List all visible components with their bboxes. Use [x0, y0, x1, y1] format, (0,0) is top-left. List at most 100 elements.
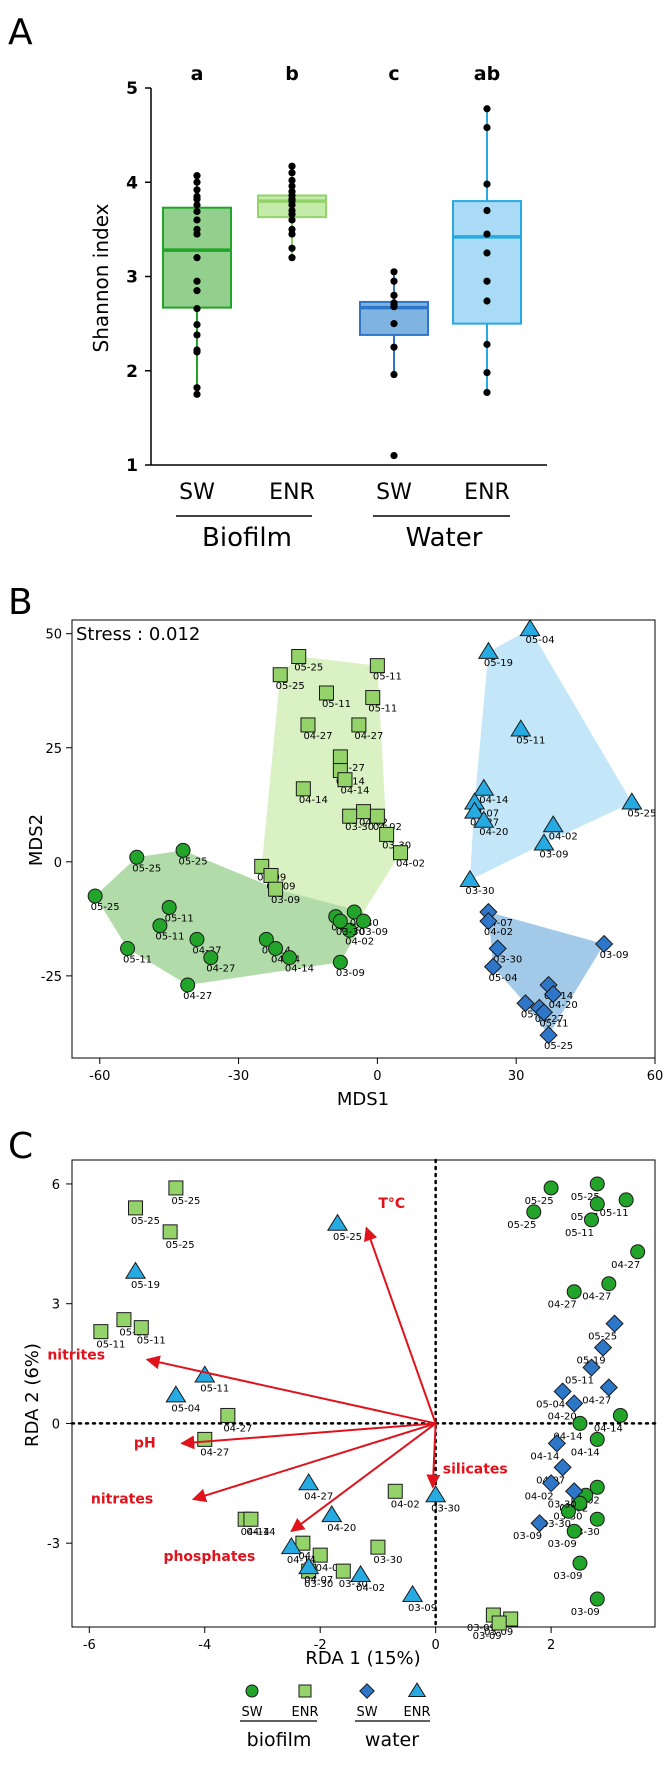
point-square [263, 868, 279, 883]
legend-item-label: SW [356, 1705, 377, 1720]
point-circle [584, 1212, 600, 1228]
boxplot-x-label: ENR [269, 480, 315, 505]
point-triangle [407, 1682, 427, 1698]
rda-x-tick-label: 0 [432, 1638, 440, 1653]
point-label: 04-27 [582, 1396, 611, 1407]
point-circle [87, 888, 103, 904]
legend-group-water: water [365, 1729, 419, 1751]
boxplot-y-tick-label: 2 [126, 362, 138, 382]
point-label: 05-25 [588, 1332, 617, 1343]
boxplot-x-labels: SW ENR SW ENR [179, 480, 510, 505]
boxplot-y-tick-label: 5 [126, 79, 138, 99]
boxplot-point [193, 331, 201, 339]
boxplot-point [483, 105, 491, 113]
point-circle [589, 1176, 605, 1192]
boxplot-point [288, 182, 296, 190]
point-label: 03-09 [571, 1607, 600, 1618]
point-label: 04-27 [548, 1300, 577, 1311]
point-label: 04-14 [571, 1447, 600, 1458]
boxplot-point [288, 254, 296, 262]
point-circle [346, 904, 362, 920]
boxplot-point [288, 210, 296, 218]
point-square [387, 1483, 403, 1499]
boxplot-point [193, 254, 201, 262]
point-circle [129, 849, 145, 865]
point-label: 05-11 [373, 672, 402, 683]
group-label-water: Water [406, 523, 483, 553]
point-circle [589, 1591, 605, 1607]
point-label: 05-04 [526, 635, 555, 646]
point-label: 04-14 [479, 795, 508, 806]
point-label: 05-25 [294, 663, 323, 674]
point-circle [332, 954, 348, 970]
env-vector-label: T°C [378, 1196, 405, 1212]
point-square [295, 1535, 311, 1551]
boxplot-point [193, 320, 201, 329]
boxplot-x-label: ENR [464, 480, 510, 505]
point-label: 04-02 [396, 859, 425, 870]
boxplot-point [193, 390, 201, 398]
nmds-x-tick-label: -30 [228, 1069, 249, 1084]
boxplot-point [483, 277, 491, 285]
point-label: 03-09 [473, 1631, 502, 1642]
point-diamond [605, 1314, 624, 1333]
point-square [342, 808, 358, 824]
legend-item-label: SW [241, 1705, 262, 1720]
boxplot-point [390, 320, 398, 328]
point-circle [245, 1684, 259, 1698]
point-label: 04-07 [304, 1575, 333, 1586]
point-square [370, 1539, 386, 1555]
point-label: 04-27 [582, 1292, 611, 1303]
point-label: 05-11 [539, 1018, 568, 1029]
point-circle [566, 1523, 582, 1539]
hull-enr-water [469, 629, 632, 881]
boxplot-point [390, 451, 398, 460]
point-label: 05-11 [200, 1384, 229, 1395]
point-diamond [582, 1358, 601, 1377]
nmds-hulls [95, 629, 632, 1036]
point-triangle [350, 1564, 372, 1583]
point-square [365, 690, 381, 706]
point-label: 04-14 [530, 1451, 559, 1462]
boxplot-point [483, 123, 491, 132]
hull-sw-biofilm [95, 850, 364, 985]
point-circle [120, 941, 136, 956]
point-triangle [510, 719, 532, 737]
nmds-y-tick-label: -25 [41, 970, 62, 985]
point-label: 04-27 [304, 1491, 333, 1502]
point-circle [618, 1192, 634, 1208]
point-label: 05-11 [123, 955, 152, 966]
point-square [379, 826, 395, 842]
boxplot-point [193, 287, 201, 295]
env-vector-arrow [363, 1226, 437, 1424]
point-triangle [165, 1385, 187, 1403]
point-label: 04-27 [183, 991, 212, 1002]
point-label: 04-14 [299, 795, 328, 806]
point-label: 05-25 [276, 681, 305, 692]
point-circle [589, 1511, 605, 1527]
rda-x-tick-label: 2 [547, 1638, 555, 1653]
point-label: 04-27 [192, 945, 221, 956]
point-square [300, 717, 316, 733]
boxplot-boxes: a b c ab [162, 63, 522, 460]
nmds-y-tick-label: 50 [45, 628, 62, 643]
significance-letter: a [191, 63, 204, 85]
point-triangle [280, 1536, 302, 1555]
point-square [335, 1563, 351, 1579]
env-vector-label: nitrites [47, 1348, 105, 1364]
legend-item-label: ENR [404, 1705, 431, 1720]
legend-group-biofilm: biofilm [247, 1729, 312, 1751]
point-diamond [594, 934, 614, 954]
point-diamond [359, 1683, 375, 1699]
point-label: 05-11 [368, 704, 397, 715]
point-label: 05-25 [91, 902, 120, 913]
boxplot-point [193, 277, 201, 285]
point-label: 03-30 [542, 1519, 571, 1530]
point-label: 04-14 [246, 1527, 275, 1538]
point-label: 05-11 [516, 736, 545, 747]
point-label: 03-30 [431, 1503, 460, 1514]
point-label: 03-09 [539, 850, 568, 861]
panel-label-c: C [8, 1126, 33, 1167]
